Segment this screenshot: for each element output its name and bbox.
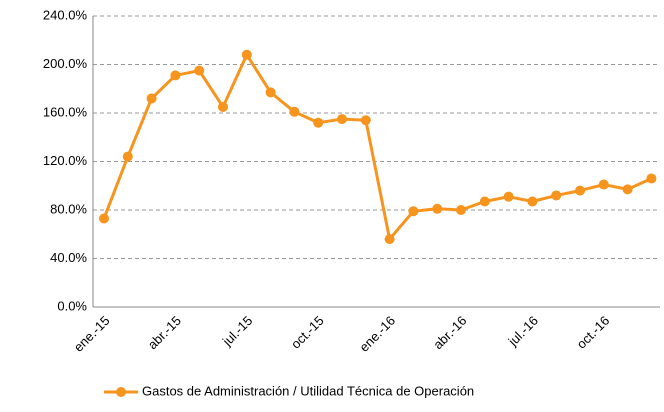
x-tick-label: oct.-16 [574, 313, 613, 352]
data-point [146, 93, 157, 104]
data-point [337, 114, 347, 125]
x-tick-label: abr.-16 [430, 313, 469, 352]
data-point [241, 49, 252, 60]
x-tick-label: oct.-15 [288, 313, 327, 352]
data-point [194, 65, 205, 76]
x-tick-label: abr.-15 [145, 313, 184, 352]
data-point [265, 87, 276, 98]
data-point [408, 206, 419, 217]
data-point [527, 196, 538, 207]
legend-label: Gastos de Administración / Utilidad Técn… [142, 383, 474, 398]
y-tick-label: 160.0% [43, 104, 88, 119]
x-tick-label: ene.-15 [71, 313, 113, 355]
y-tick-label: 40.0% [50, 250, 87, 265]
data-line [102, 53, 653, 241]
y-tick-label: 120.0% [43, 153, 88, 168]
legend-marker [116, 387, 126, 397]
data-point [646, 173, 657, 184]
data-point [551, 190, 562, 201]
y-tick-label: 0.0% [57, 298, 87, 313]
data-point [432, 203, 443, 214]
data-point [598, 179, 609, 190]
y-tick-label: 240.0% [43, 7, 88, 22]
data-point [384, 234, 395, 245]
data-point [622, 184, 633, 195]
data-point [99, 213, 109, 224]
data-point [575, 185, 585, 196]
y-tick-label: 80.0% [50, 201, 87, 216]
data-point [360, 115, 371, 126]
data-point [479, 196, 490, 207]
data-point [313, 117, 324, 128]
data-point [456, 205, 466, 215]
data-point [289, 106, 300, 117]
data-point [170, 70, 181, 81]
data-point [503, 191, 514, 202]
x-tick-label: ene.-16 [356, 313, 398, 355]
data-point [218, 101, 228, 112]
x-tick-label: jul.-16 [505, 313, 541, 349]
y-tick-label: 200.0% [43, 56, 88, 71]
x-tick-label: jul.-15 [219, 313, 255, 349]
data-point [122, 151, 133, 162]
